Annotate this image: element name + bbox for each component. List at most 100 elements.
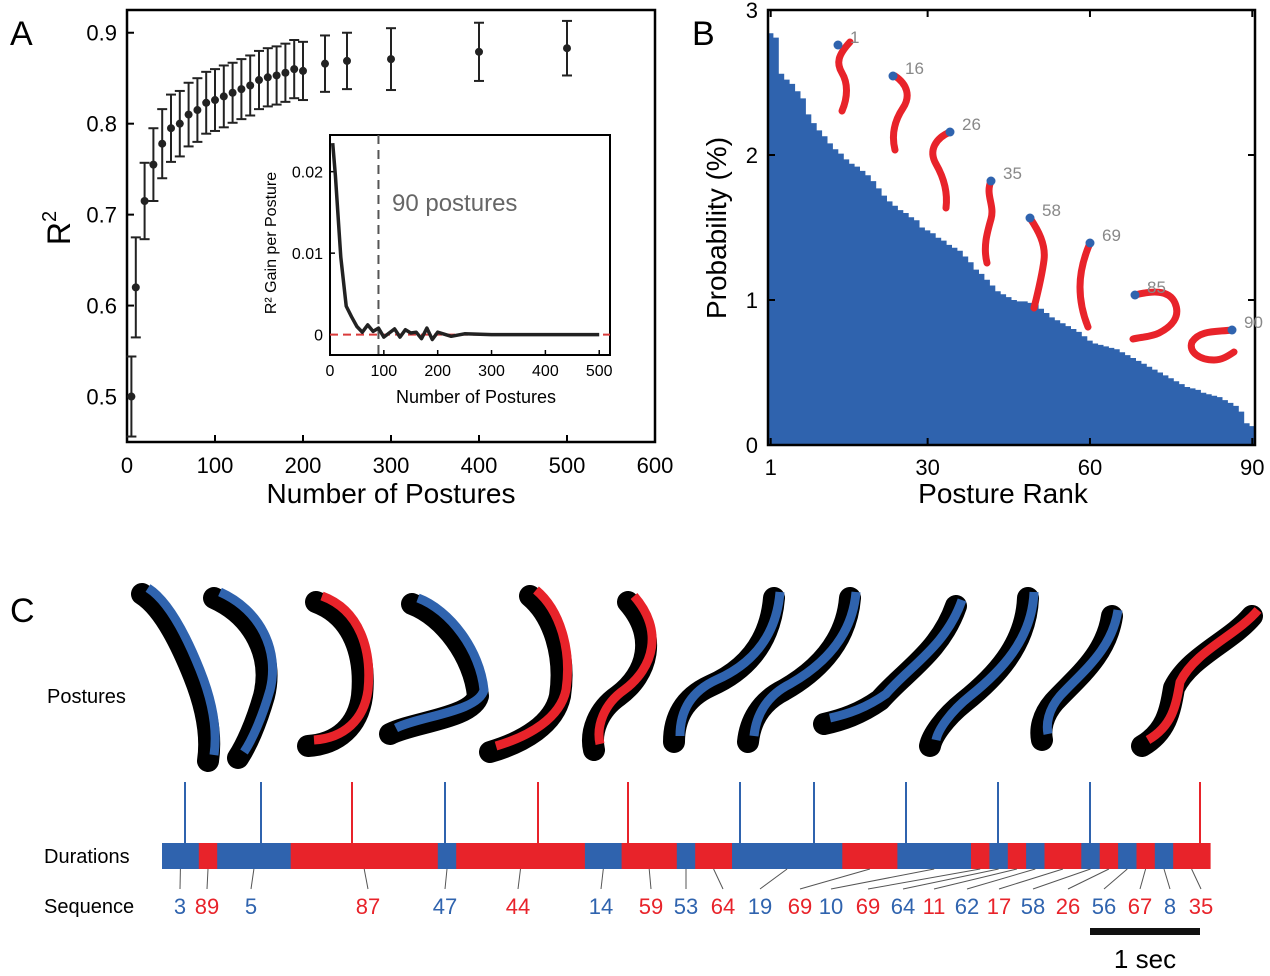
- worm-eigen-posture: [749, 591, 861, 737]
- data-point: [174, 89, 185, 158]
- panel-a-ylabel: R2: [39, 211, 77, 245]
- marker: [202, 98, 211, 107]
- data-point: [474, 21, 484, 82]
- duration-segment: [1081, 843, 1101, 869]
- duration-segment: [437, 843, 457, 869]
- x-tick-label: 90: [1240, 455, 1264, 480]
- sequence-leader-line: [1032, 868, 1091, 890]
- posture-body: [1187, 326, 1238, 364]
- inset-x-tick-label: 500: [586, 363, 613, 380]
- posture-glyph: 58: [1025, 201, 1061, 312]
- panel-a-inset: 0 100 200 300 400 500 0 0.01 0.02 90 postures Nu…: [263, 134, 613, 407]
- y-tick-label: 0.9: [86, 21, 117, 46]
- sequence-label: 17: [987, 894, 1011, 919]
- posture-body: [981, 177, 996, 267]
- data-point: [166, 93, 176, 163]
- posture-head: [945, 127, 955, 137]
- duration-segment: [584, 843, 623, 869]
- data-point: [148, 127, 159, 202]
- marker: [167, 124, 175, 133]
- panel-a-xlabel: Number of Postures: [267, 478, 516, 509]
- worm-eigen-posture: [145, 584, 220, 756]
- data-point: [386, 27, 396, 92]
- sequence-leader-line: [966, 868, 1036, 890]
- inset-background: [329, 134, 611, 356]
- inset-y-tick-label: 0: [314, 328, 323, 345]
- panel-a-points: [126, 19, 572, 438]
- posture-body: [1026, 214, 1048, 312]
- duration-segment: [290, 843, 439, 869]
- sequence-label: 35: [1189, 894, 1213, 919]
- duration-segment: [621, 843, 678, 869]
- duration-segment: [217, 843, 292, 869]
- posture-worm: [131, 583, 221, 772]
- x-tick-label: 0: [121, 453, 133, 478]
- inset-ticks: 0 100 200 300 400 500 0 0.01 0.02: [292, 165, 613, 380]
- data-point: [192, 77, 203, 143]
- marker: [563, 44, 571, 53]
- marker: [272, 71, 281, 80]
- data-point: [245, 54, 256, 117]
- sequence-label: 64: [711, 894, 735, 919]
- duration-segment: [676, 843, 696, 869]
- y-tick-label: 0.6: [86, 294, 117, 319]
- panel-c-label: C: [10, 592, 35, 630]
- sequence-label: 89: [195, 894, 219, 919]
- sequence-leader-line: [933, 868, 1018, 890]
- worm-eigen-posture: [313, 591, 374, 745]
- panel-c: Postures Durations Sequence 3 89 5 87 47 44 14…: [44, 583, 1263, 974]
- posture-worms: [131, 583, 1263, 772]
- marker: [299, 66, 307, 75]
- duration-segment: [842, 843, 899, 869]
- data-point: [280, 42, 291, 103]
- sequence-row-label: Sequence: [44, 896, 134, 918]
- duration-segment: [732, 843, 843, 869]
- duration-segment: [162, 843, 200, 869]
- posture-worm: [1030, 605, 1123, 751]
- sequence-leader-line: [902, 868, 999, 890]
- data-point: [201, 70, 212, 135]
- inset-x-tick-label: 400: [532, 363, 559, 380]
- x-tick-label: 600: [637, 453, 674, 478]
- marker: [127, 392, 136, 401]
- posture-worm: [919, 587, 1039, 757]
- duration-segment: [695, 843, 733, 869]
- sequence-leader-line: [250, 868, 255, 890]
- worm-eigen-posture: [393, 593, 489, 733]
- duration-segment: [1173, 843, 1211, 869]
- sequence-label: 56: [1092, 894, 1116, 919]
- marker: [387, 55, 395, 64]
- sequence-label: 67: [1128, 894, 1152, 919]
- panel-b-xlabel: Posture Rank: [918, 478, 1089, 509]
- inset-y-tick-label: 0.01: [292, 246, 323, 263]
- marker: [175, 119, 184, 128]
- x-tick-label: 60: [1078, 455, 1102, 480]
- marker: [228, 88, 237, 97]
- marker: [343, 56, 351, 65]
- inset-annotation: 90 postures: [392, 190, 517, 217]
- data-point: [298, 40, 308, 102]
- data-point: [183, 81, 194, 148]
- posture-onset-ticks: [184, 782, 1201, 843]
- worm-eigen-posture: [494, 586, 573, 751]
- sequence-label: 10: [819, 894, 843, 919]
- panel-a-ticks: 0 100 200 300 400 500 600 0.5 0.6 0.7 0.8 0.9: [86, 21, 673, 478]
- posture-body: [929, 128, 954, 212]
- sequence-leader-line: [998, 868, 1064, 890]
- sequence-leader-line: [713, 868, 724, 890]
- sequence-labels: 3 89 5 87 47 44 14 59 53 64 19 69 10 69 64 11 62 17 58 26 56…: [174, 868, 1213, 919]
- data-point: [218, 64, 229, 129]
- data-point: [227, 61, 238, 124]
- x-tick-label: 100: [197, 453, 234, 478]
- worm-silhouette: [131, 583, 221, 772]
- sequence-label: 64: [891, 894, 915, 919]
- duration-segment: [1026, 843, 1046, 869]
- sequence-label: 44: [506, 894, 530, 919]
- panel-b-label: B: [692, 15, 715, 53]
- sequence-label: 58: [1021, 894, 1045, 919]
- x-tick-label: 400: [461, 453, 498, 478]
- inset-x-tick-label: 0: [326, 363, 335, 380]
- marker: [263, 73, 272, 82]
- y-tick-label: 0.5: [86, 385, 117, 410]
